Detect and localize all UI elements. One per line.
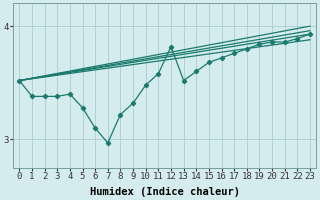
X-axis label: Humidex (Indice chaleur): Humidex (Indice chaleur) [90, 186, 240, 197]
